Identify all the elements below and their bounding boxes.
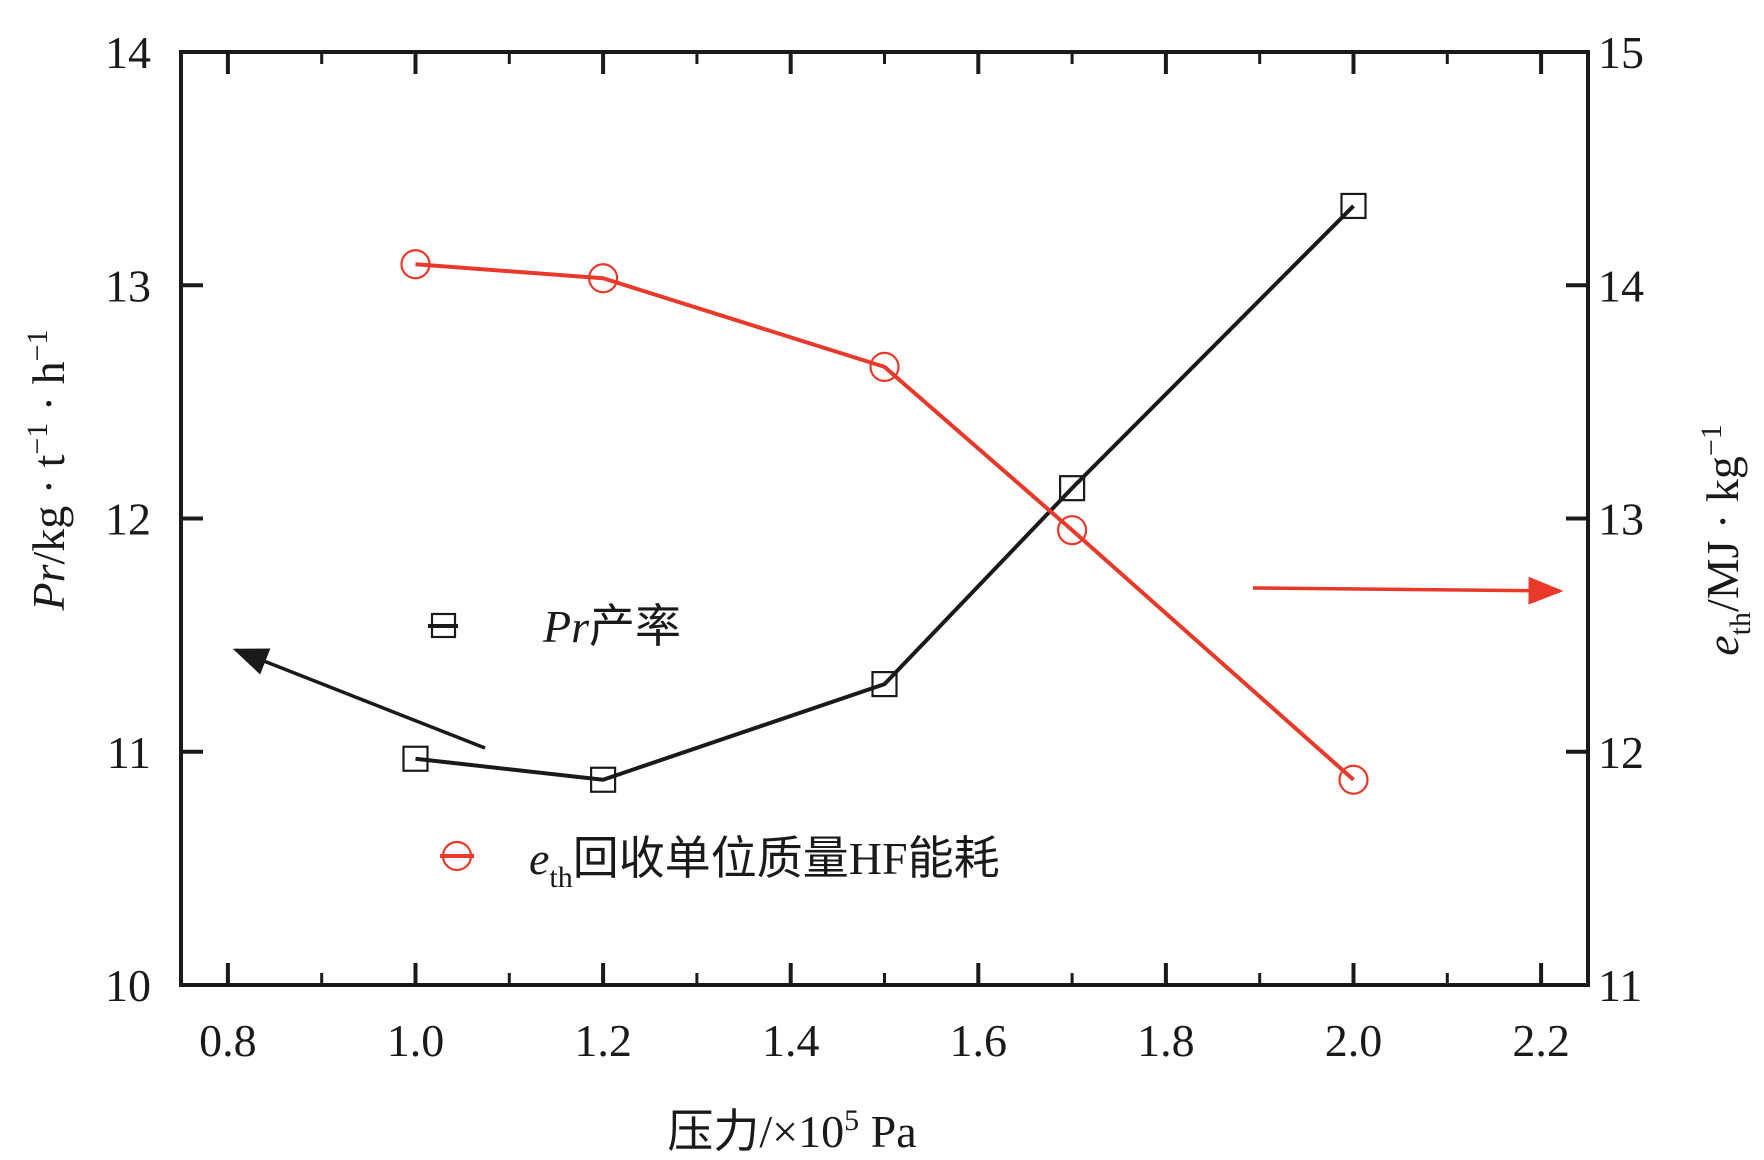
x-tick-label: 1.6 [950,1015,1008,1066]
x-axis-ticks: 0.8 1.0 1.2 1.4 1.6 1.8 2.0 2.2 [199,52,1570,1066]
x-tick-label: 0.8 [199,1015,257,1066]
series-line-1 [415,262,1355,782]
data-point-square [589,766,617,793]
x-tick-label: 1.0 [387,1015,445,1066]
data-point-circle [1338,764,1369,795]
legend-square-marker [430,612,457,639]
right-y-tick-label: 13 [1598,494,1644,545]
legend-entry-eth: eth回收单位质量HF能耗 [440,833,1000,894]
x-tick-label: 1.8 [1137,1015,1195,1066]
x-tick-label: 1.4 [762,1015,820,1066]
x-tick-label: 2.2 [1512,1015,1570,1066]
legend: Pr产率 eth回收单位质量HF能耗 [428,601,1000,894]
series-layer [400,192,1369,795]
left-y-tick-label: 11 [107,727,151,778]
x-tick-label: 1.2 [574,1015,632,1066]
data-point-circle [400,249,431,280]
left-y-tick-label: 13 [105,260,151,311]
left-y-tick-label: 14 [105,27,151,78]
right-y-tick-label: 15 [1598,27,1644,78]
data-point-circle [869,351,900,382]
left-y-tick-label: 10 [105,960,151,1011]
left-y-axis-ticks: 10 11 12 13 14 [105,27,203,1011]
axis-arrows [232,576,1564,750]
right-y-axis-title: eth/MJ · kg−1 [1695,424,1757,656]
data-point-circle [1056,515,1088,546]
legend-entry-pr: Pr产率 [428,601,681,652]
right-y-tick-label: 14 [1598,260,1644,311]
left-axis-arrow [232,648,486,750]
series-line-0 [415,204,1355,782]
right-y-tick-label: 12 [1598,727,1644,778]
left-y-axis-title: Pr/kg · t−1 · h−1 [21,329,74,611]
data-point-square [1058,475,1086,502]
data-point-square [1340,192,1367,220]
data-point-square [871,671,898,698]
legend-circle-marker [441,840,473,872]
right-y-axis-ticks: 11 12 13 14 15 [1566,27,1644,1011]
right-y-tick-label: 11 [1598,960,1642,1011]
x-axis-title: 压力/×105 Pa [667,1104,916,1157]
right-axis-arrow [1252,576,1564,605]
x-tick-label: 2.0 [1325,1015,1383,1066]
legend-label-pr: Pr产率 [542,601,681,652]
data-point-circle [587,263,619,294]
legend-label-eth: eth回收单位质量HF能耗 [529,833,1000,894]
left-y-tick-label: 12 [105,494,151,545]
data-point-square [402,745,429,772]
